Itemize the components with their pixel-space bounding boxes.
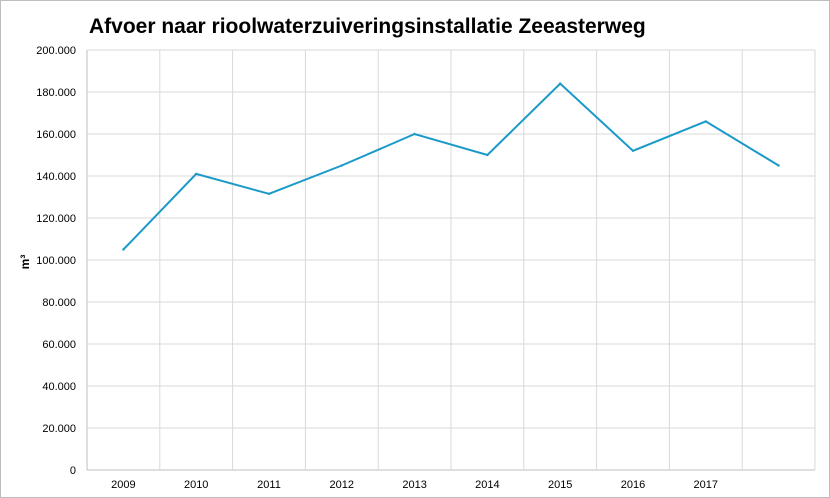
data-point bbox=[777, 164, 780, 167]
y-axis-label: m³ bbox=[18, 255, 32, 270]
data-point bbox=[559, 82, 562, 85]
chart-title: Afvoer naar rioolwaterzuiveringsinstalla… bbox=[89, 15, 646, 38]
y-tick-label: 100.000 bbox=[36, 255, 76, 267]
series-layer bbox=[122, 82, 780, 251]
x-tick-label: 2015 bbox=[548, 479, 572, 491]
x-tick-label: 2013 bbox=[402, 479, 426, 491]
y-tick-label: 120.000 bbox=[36, 213, 76, 225]
data-point bbox=[195, 172, 198, 176]
data-point bbox=[267, 192, 271, 196]
y-tick-label: 60.000 bbox=[42, 339, 76, 351]
data-point bbox=[631, 149, 635, 152]
x-tick-label: 2016 bbox=[621, 479, 645, 491]
x-tick-label: 2012 bbox=[330, 479, 354, 491]
data-point bbox=[704, 120, 707, 123]
y-tick-label: 0 bbox=[70, 465, 76, 477]
x-tick-label: 2010 bbox=[184, 479, 208, 491]
y-axis-ticks: 0 20.000 40.000 60.000 80.000 100.000 120.000 1… bbox=[36, 45, 76, 477]
series-line bbox=[122, 82, 780, 251]
x-axis-ticks: 2009 2010 2011 2012 2013 2014 2015 2016 2017 bbox=[111, 479, 718, 491]
data-point bbox=[486, 153, 489, 157]
x-tick-label: 2011 bbox=[257, 479, 281, 491]
y-tick-label: 40.000 bbox=[42, 381, 76, 393]
y-tick-label: 20.000 bbox=[42, 423, 76, 435]
x-tick-label: 2009 bbox=[111, 479, 135, 491]
y-tick-label: 80.000 bbox=[42, 297, 76, 309]
y-tick-label: 160.000 bbox=[36, 129, 76, 141]
data-point bbox=[340, 164, 343, 167]
x-tick-label: 2017 bbox=[694, 479, 718, 491]
y-tick-label: 180.000 bbox=[36, 87, 76, 99]
y-tick-label: 140.000 bbox=[36, 171, 76, 183]
grid-lines bbox=[86, 49, 816, 471]
data-point bbox=[413, 132, 416, 136]
y-tick-label: 200.000 bbox=[36, 45, 76, 57]
data-point bbox=[122, 248, 125, 251]
x-tick-label: 2014 bbox=[475, 479, 499, 491]
